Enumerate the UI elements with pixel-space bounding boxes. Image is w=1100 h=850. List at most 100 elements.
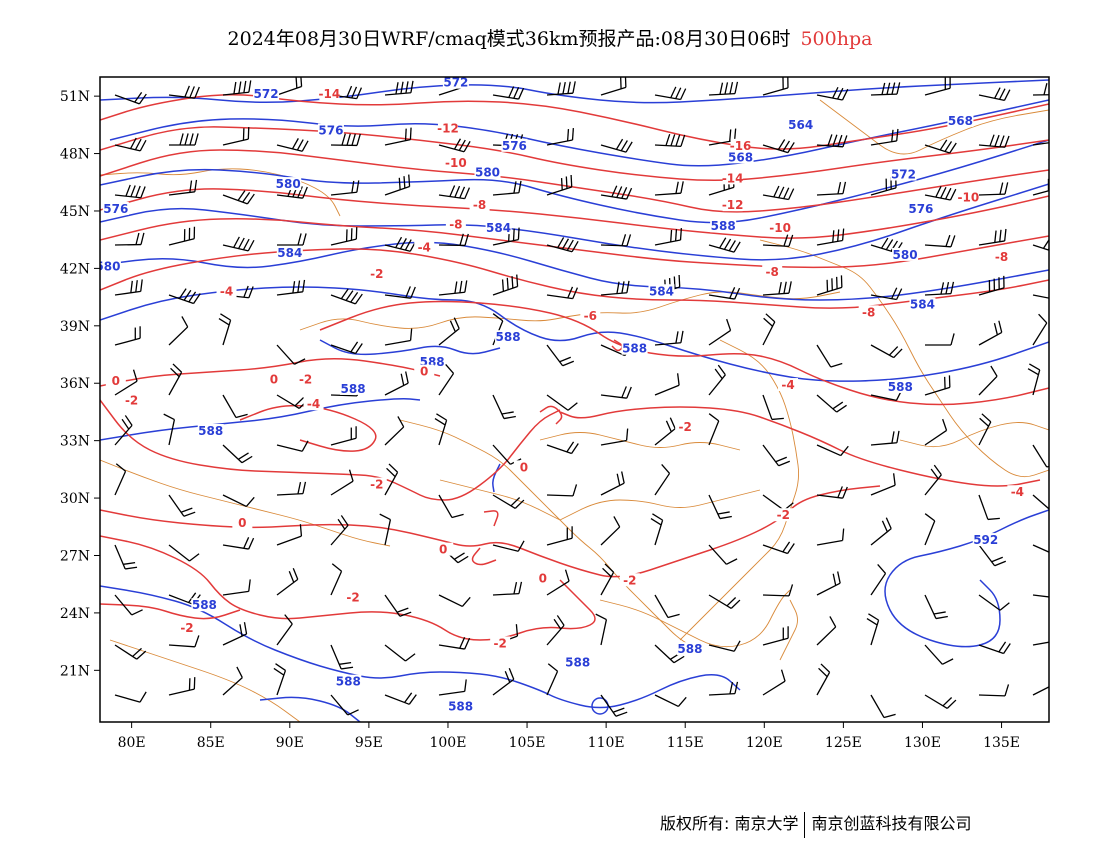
wind-barb xyxy=(870,344,903,359)
wind-barb xyxy=(546,441,579,455)
temperature-label: -2 xyxy=(346,591,359,605)
wind-barb xyxy=(492,180,522,196)
temperature-label: -2 xyxy=(777,508,790,522)
wind-barb xyxy=(762,669,786,696)
temperature-label: -4 xyxy=(1011,485,1024,499)
wind-barb xyxy=(816,181,847,196)
wind-barb xyxy=(114,184,146,199)
temperature-label: -2 xyxy=(623,573,636,587)
wind-barb xyxy=(384,644,416,662)
wind-barb xyxy=(222,80,252,96)
wind-barb xyxy=(870,430,900,446)
wind-barb xyxy=(114,644,147,660)
boundary-line xyxy=(599,589,791,648)
lat-tick-label: 51N xyxy=(60,89,90,105)
wind-barb xyxy=(222,394,248,419)
wind-barb xyxy=(114,91,147,105)
wind-barb xyxy=(1032,294,1049,299)
temperature-contour-line xyxy=(239,404,377,452)
wind-barb xyxy=(708,287,741,300)
temperature-label: -8 xyxy=(449,217,462,231)
wind-barb xyxy=(924,594,948,620)
wind-barb xyxy=(546,569,570,596)
lon-tick-label: 95E xyxy=(355,735,383,751)
height-label: 568 xyxy=(948,114,973,128)
wind-barb xyxy=(276,440,309,452)
wind-barb xyxy=(438,138,471,153)
wind-barb xyxy=(978,684,1010,697)
wind-barb xyxy=(438,185,471,200)
wind-barb xyxy=(762,313,776,346)
wind-barb xyxy=(222,666,243,696)
wind-barb xyxy=(546,81,576,96)
wind-barb xyxy=(222,236,255,252)
footer-separator xyxy=(804,811,806,838)
temperature-label: -4 xyxy=(418,240,431,254)
wind-barb xyxy=(438,637,471,650)
wind-barb xyxy=(492,494,525,509)
temperature-label: -2 xyxy=(370,267,383,281)
lon-tick-label: 135E xyxy=(983,735,1020,751)
wind-barb xyxy=(492,274,519,296)
boundary-line xyxy=(109,639,301,722)
wind-barb xyxy=(384,692,417,705)
wind-barb xyxy=(1027,363,1041,396)
wind-barb xyxy=(816,344,843,368)
wind-barb xyxy=(1032,544,1049,553)
wind-barb xyxy=(168,226,196,246)
lat-tick-label: 36N xyxy=(60,376,90,392)
height-contour-line xyxy=(259,696,361,722)
temperature-label: -4 xyxy=(220,284,233,298)
height-label: 576 xyxy=(908,202,933,216)
height-label: 564 xyxy=(788,118,813,132)
wind-barb xyxy=(546,174,573,196)
wind-barb xyxy=(708,640,741,652)
wind-barb xyxy=(708,494,732,520)
wind-barb xyxy=(870,563,887,596)
wind-barb xyxy=(492,394,516,420)
wind-barb xyxy=(708,81,739,96)
wind-barb xyxy=(1032,641,1049,646)
wind-barb xyxy=(816,616,837,646)
wind-barb xyxy=(163,413,176,446)
wind-barb xyxy=(600,185,633,200)
lat-tick-label: 30N xyxy=(60,491,90,507)
wind-barb xyxy=(434,413,448,446)
wind-barb xyxy=(595,613,608,646)
wind-barb xyxy=(708,364,726,396)
wind-barb xyxy=(330,469,354,496)
lat-tick-label: 24N xyxy=(60,606,90,622)
temperature-contour-line xyxy=(100,485,881,578)
lat-tick-label: 48N xyxy=(60,147,90,163)
temperature-contour-line xyxy=(100,126,1049,182)
height-label: 588 xyxy=(622,342,647,356)
wind-barb xyxy=(924,186,957,201)
boundary-line xyxy=(100,459,391,547)
wind-barb xyxy=(816,663,831,696)
wind-barb xyxy=(924,234,956,248)
wind-barb xyxy=(978,365,998,396)
wind-barb xyxy=(600,386,632,399)
wind-barb xyxy=(546,128,575,146)
wind-barb xyxy=(654,373,680,396)
temperature-contour-line xyxy=(471,547,497,566)
lon-tick-label: 105E xyxy=(509,735,546,751)
wind-barb xyxy=(924,375,951,396)
wind-barb xyxy=(1032,494,1049,510)
wind-barb xyxy=(654,330,684,346)
wind-barb xyxy=(816,444,849,457)
wind-barb xyxy=(870,694,896,719)
wind-barb xyxy=(600,471,625,496)
wind-barb xyxy=(762,584,794,597)
temperature-label: 0 xyxy=(439,543,447,557)
title-level: 500hpa xyxy=(800,28,873,50)
height-contour-closed xyxy=(591,697,609,715)
wind-barb xyxy=(924,281,955,296)
lon-tick-label: 120E xyxy=(746,735,783,751)
wind-barb xyxy=(654,694,687,707)
wind-barb xyxy=(708,237,741,253)
wind-barb xyxy=(924,77,951,96)
wind-barb xyxy=(924,418,948,446)
wind-barb xyxy=(600,563,615,596)
